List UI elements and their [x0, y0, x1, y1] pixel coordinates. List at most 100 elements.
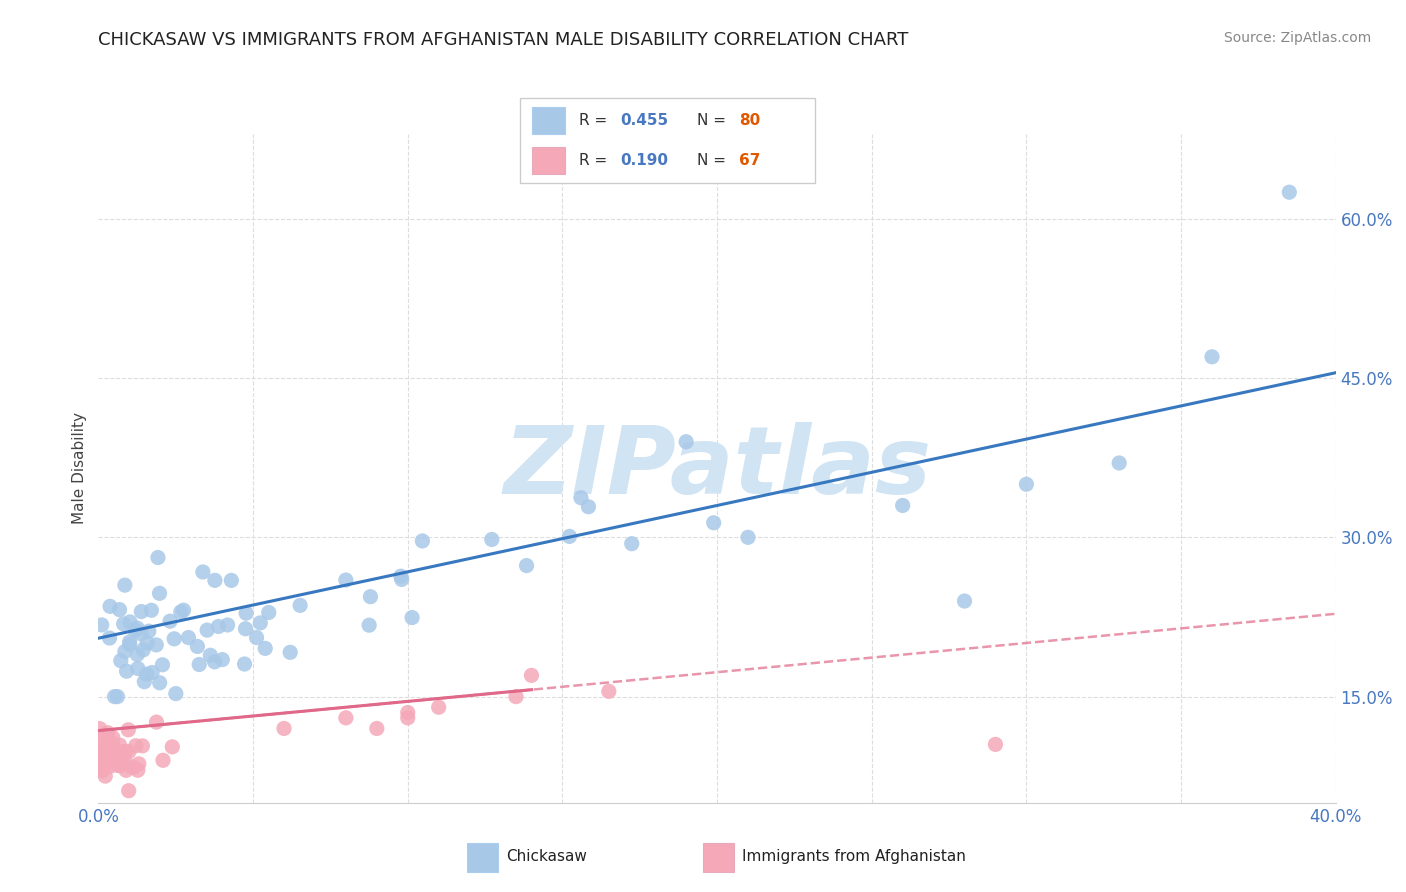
Point: [427, 700, 450, 714]
Point: [118, 783, 141, 797]
Point: [96, 756, 118, 771]
Point: [89, 742, 111, 756]
Point: [97, 733, 120, 747]
Point: [90, 746, 112, 760]
Point: [87, 754, 110, 768]
Point: [135, 667, 157, 681]
Point: [389, 569, 412, 583]
Point: [335, 573, 357, 587]
Text: ZIPatlas: ZIPatlas: [503, 422, 931, 515]
Text: Source: ZipAtlas.com: Source: ZipAtlas.com: [1223, 31, 1371, 45]
Point: [170, 605, 193, 619]
Point: [737, 530, 759, 544]
Point: [108, 755, 131, 769]
Point: [90, 618, 112, 632]
Point: [204, 574, 226, 588]
Point: [141, 603, 163, 617]
Point: [127, 764, 149, 778]
Point: [141, 665, 163, 680]
Point: [249, 615, 271, 630]
Point: [359, 590, 381, 604]
Point: [217, 618, 239, 632]
Point: [551, 159, 574, 173]
Bar: [531, 107, 565, 134]
Point: [188, 657, 211, 672]
Point: [149, 675, 172, 690]
Point: [127, 661, 149, 675]
Point: [177, 631, 200, 645]
Point: [101, 748, 124, 763]
Point: [89, 722, 111, 736]
Point: [90, 732, 112, 747]
Point: [505, 690, 527, 704]
Point: [520, 668, 543, 682]
Point: [191, 565, 214, 579]
Point: [115, 664, 138, 678]
Text: 80: 80: [738, 112, 761, 128]
Point: [145, 638, 167, 652]
Point: [195, 623, 218, 637]
Point: [163, 632, 186, 646]
Point: [93, 755, 115, 769]
Point: [288, 599, 311, 613]
Point: [108, 758, 131, 772]
Point: [97, 725, 120, 739]
Bar: [467, 843, 498, 872]
Point: [101, 731, 124, 745]
Point: [221, 574, 243, 588]
Point: [173, 603, 195, 617]
Point: [114, 745, 136, 759]
Point: [131, 605, 153, 619]
Point: [118, 615, 141, 629]
Point: [159, 614, 181, 628]
Text: Chickasaw: Chickasaw: [506, 849, 588, 863]
Point: [112, 616, 135, 631]
Point: [110, 654, 132, 668]
Point: [101, 736, 124, 750]
Point: [1278, 185, 1301, 199]
Point: [94, 745, 117, 759]
Point: [96, 739, 118, 754]
Point: [108, 738, 131, 752]
FancyBboxPatch shape: [520, 98, 815, 183]
Point: [125, 739, 148, 753]
Point: [152, 753, 174, 767]
Point: [162, 739, 184, 754]
Point: [98, 759, 121, 773]
Point: [114, 745, 136, 759]
Text: R =: R =: [579, 153, 613, 169]
Point: [1108, 456, 1130, 470]
Point: [128, 756, 150, 771]
Point: [204, 655, 226, 669]
Point: [127, 621, 149, 635]
Point: [94, 744, 117, 758]
Point: [94, 753, 117, 767]
Point: [129, 627, 152, 641]
Point: [98, 599, 121, 614]
Point: [94, 758, 117, 772]
Point: [89, 743, 111, 757]
Point: [114, 644, 136, 658]
Bar: [531, 147, 565, 175]
Point: [207, 619, 229, 633]
Text: 67: 67: [738, 153, 761, 169]
Point: [122, 760, 145, 774]
Point: [90, 748, 112, 763]
Point: [891, 499, 914, 513]
Point: [90, 740, 112, 755]
Point: [96, 756, 118, 770]
Point: [254, 641, 277, 656]
Point: [107, 690, 129, 704]
Point: [335, 711, 357, 725]
Bar: [703, 843, 734, 872]
Point: [115, 764, 138, 778]
Point: [134, 674, 156, 689]
Point: [97, 750, 120, 764]
Y-axis label: Male Disability: Male Disability: [72, 412, 87, 524]
Point: [984, 738, 1007, 752]
Point: [103, 690, 125, 704]
Point: [118, 745, 141, 759]
Point: [132, 643, 155, 657]
Point: [401, 610, 423, 624]
Point: [98, 631, 121, 645]
